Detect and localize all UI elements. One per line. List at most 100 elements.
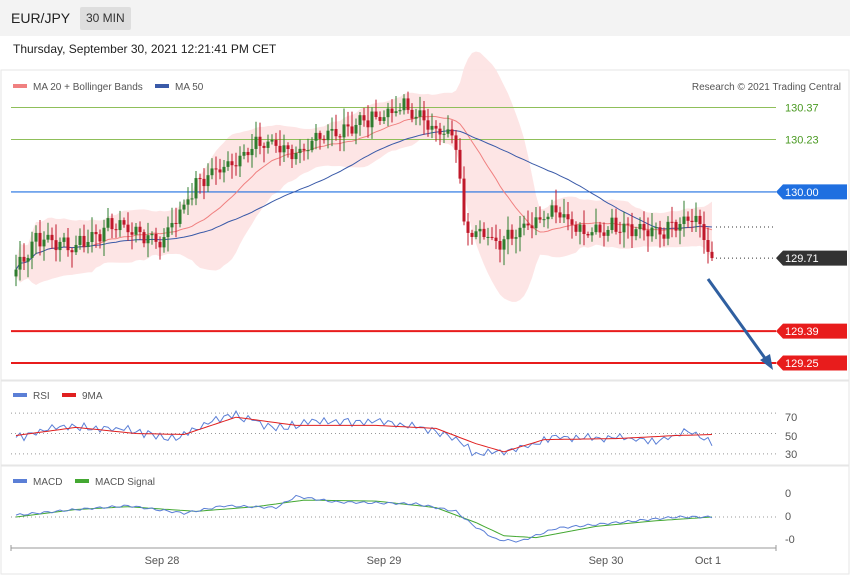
- candle-body: [118, 220, 122, 231]
- rsi-ma-legend-label: 9MA: [82, 391, 103, 402]
- candle-body: [486, 236, 490, 238]
- candle-body: [374, 111, 378, 117]
- candle-body: [366, 120, 370, 128]
- candle: [46, 222, 50, 243]
- candle-body: [246, 151, 250, 156]
- level-tag-label-129-39: 129.39: [785, 326, 819, 338]
- candle-body: [378, 116, 382, 121]
- candle-body: [70, 250, 74, 253]
- candle-body: [590, 232, 594, 236]
- candle: [342, 108, 346, 152]
- candle-body: [358, 115, 362, 125]
- candle: [54, 224, 58, 262]
- candle-body: [150, 233, 154, 236]
- candle-body: [66, 237, 70, 251]
- candle-body: [450, 129, 454, 136]
- candle-body: [250, 148, 254, 156]
- candle-body: [394, 111, 398, 114]
- candle: [198, 173, 202, 194]
- candle: [558, 206, 562, 224]
- candle: [94, 224, 98, 248]
- candle-body: [142, 232, 146, 244]
- candle: [514, 229, 518, 254]
- candle: [302, 143, 306, 161]
- candle: [326, 124, 330, 149]
- candle: [390, 99, 394, 123]
- candle: [690, 208, 694, 232]
- candle-body: [110, 218, 114, 230]
- candle-body: [162, 237, 166, 248]
- candle: [106, 208, 110, 232]
- candle: [426, 108, 430, 137]
- candle-body: [478, 228, 482, 232]
- candle: [18, 241, 22, 281]
- x-tick-oct1: Oct 1: [695, 555, 721, 567]
- candle: [578, 222, 582, 245]
- candle: [126, 212, 130, 241]
- candle: [398, 103, 402, 115]
- candle-body: [90, 232, 94, 242]
- candle-body: [442, 133, 446, 135]
- candle: [178, 201, 182, 228]
- candle-body: [46, 234, 50, 240]
- candle-body: [194, 178, 198, 199]
- candle: [266, 134, 270, 154]
- candle: [526, 210, 530, 231]
- candle: [30, 231, 34, 270]
- candle: [534, 206, 538, 236]
- price-panel-frame: [0, 69, 850, 381]
- candle-body: [174, 222, 178, 224]
- candle: [674, 219, 678, 238]
- candle: [606, 226, 610, 242]
- level-tag-129-71: [776, 250, 847, 266]
- candle-body: [302, 148, 306, 151]
- candle: [138, 221, 142, 240]
- candle: [130, 222, 134, 250]
- candle: [294, 146, 298, 165]
- candle: [206, 163, 210, 193]
- macd-signal-legend-swatch: [75, 479, 89, 483]
- candle: [486, 227, 490, 246]
- candle: [162, 228, 166, 253]
- candle-body: [598, 224, 602, 233]
- candle-body: [498, 241, 502, 250]
- candle: [462, 166, 466, 226]
- candle-body: [346, 124, 350, 127]
- candle-body: [202, 178, 206, 187]
- level-tag-129-25: [776, 355, 847, 371]
- timestamp: Thursday, September 30, 2021 12:21:41 PM…: [13, 42, 277, 56]
- candle: [538, 206, 542, 224]
- candle-body: [702, 224, 706, 241]
- candle: [610, 208, 614, 234]
- candle: [694, 202, 698, 233]
- candle-body: [430, 125, 434, 130]
- candle-body: [178, 209, 182, 224]
- candle: [70, 247, 74, 268]
- candle: [626, 217, 630, 239]
- candle-body: [538, 217, 542, 220]
- candle-body: [614, 217, 618, 232]
- candle: [186, 187, 190, 216]
- candle: [154, 227, 158, 249]
- candle: [546, 213, 550, 229]
- candle-body: [298, 148, 302, 154]
- candle: [598, 221, 602, 238]
- candle: [134, 223, 138, 243]
- candle-body: [82, 235, 86, 247]
- candle: [678, 217, 682, 245]
- candle-body: [18, 256, 22, 270]
- candle: [354, 118, 358, 145]
- candle: [414, 108, 418, 126]
- ma50-legend-label: MA 50: [175, 82, 204, 93]
- candle-body: [158, 241, 162, 248]
- candle: [310, 137, 314, 153]
- candle-body: [310, 140, 314, 151]
- candle: [542, 210, 546, 228]
- candle-body: [578, 224, 582, 232]
- timeframe-button[interactable]: 30 MIN: [80, 7, 131, 30]
- candle-body: [262, 145, 266, 148]
- candle-body: [282, 145, 286, 153]
- candle: [90, 217, 94, 253]
- candle: [550, 199, 554, 220]
- candle: [78, 228, 82, 250]
